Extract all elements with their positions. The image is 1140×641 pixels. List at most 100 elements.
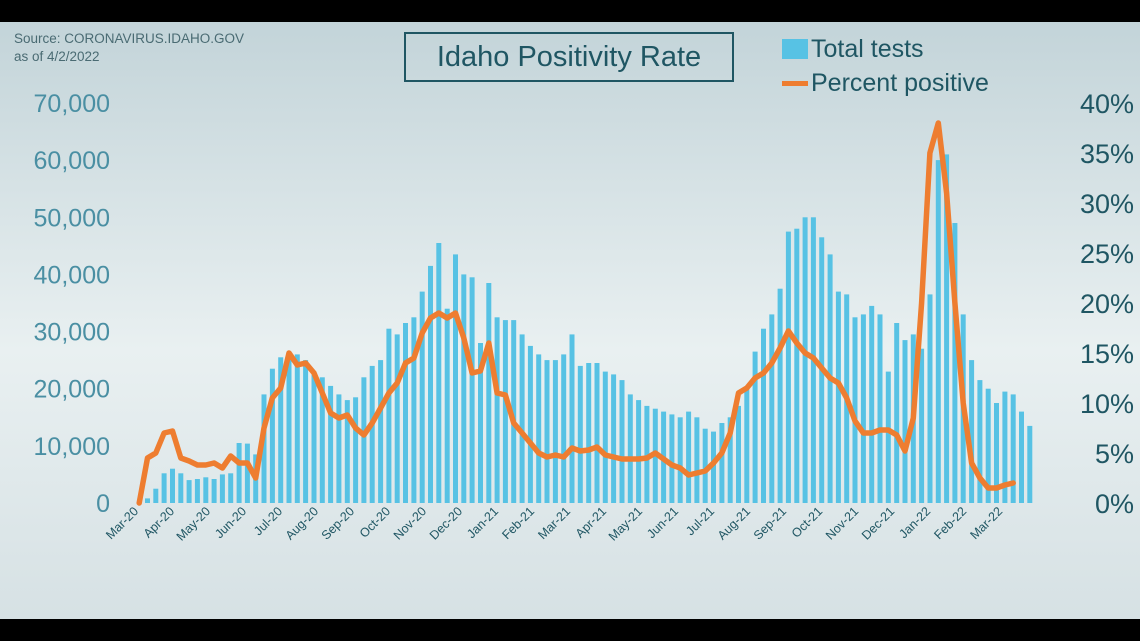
bar — [469, 277, 475, 503]
bar — [877, 314, 883, 503]
bar — [502, 320, 508, 503]
source-note: Source: CORONAVIRUS.IDAHO.GOV as of 4/2/… — [14, 30, 244, 66]
bar — [602, 371, 608, 503]
bar — [361, 377, 367, 503]
bar — [619, 380, 625, 503]
left-axis-tick: 40,000 — [34, 261, 110, 289]
bar — [952, 223, 958, 503]
bar — [802, 217, 808, 504]
bar — [669, 414, 675, 503]
x-axis-tick: Jul-21 — [683, 504, 717, 538]
bar — [627, 394, 633, 503]
bar — [386, 328, 392, 503]
bar — [577, 365, 583, 503]
bar — [894, 323, 900, 503]
bar — [1027, 425, 1033, 503]
bar — [1002, 391, 1008, 503]
bar — [261, 394, 267, 503]
x-axis-tick: Dec-21 — [859, 504, 897, 542]
bar — [835, 291, 841, 503]
bar — [536, 354, 542, 503]
bar — [519, 334, 525, 503]
left-axis-tick: 30,000 — [34, 319, 110, 347]
bar — [211, 479, 217, 503]
bar — [785, 231, 791, 503]
x-axis-tick: Nov-20 — [391, 504, 429, 542]
bar — [944, 154, 950, 503]
x-axis-tick: Mar-21 — [535, 504, 573, 542]
bar — [278, 357, 284, 503]
bar — [977, 380, 983, 503]
x-axis-tick: Apr-20 — [141, 504, 177, 540]
x-axis-tick: Jun-20 — [212, 504, 249, 541]
chart-canvas: Source: CORONAVIRUS.IDAHO.GOV as of 4/2/… — [0, 22, 1140, 619]
right-axis-tick: 0% — [1095, 489, 1134, 519]
percent-positive-line — [136, 120, 1016, 506]
bar — [1019, 411, 1024, 503]
bar — [694, 417, 700, 503]
legend-label-percent-positive: Percent positive — [811, 68, 989, 97]
left-axis-tick: 60,000 — [34, 147, 110, 175]
bar — [769, 314, 775, 503]
bar — [269, 368, 275, 503]
bar — [561, 354, 567, 503]
x-axis-tick: Nov-21 — [823, 504, 861, 542]
bar — [486, 283, 492, 503]
right-axis-tick: 5% — [1095, 439, 1134, 469]
x-axis-tick: Feb-22 — [931, 504, 969, 542]
bar — [636, 400, 642, 503]
x-axis-tick: Jun-21 — [644, 504, 681, 541]
chart-svg: 0 10,000 20,000 30,000 40,000 50,000 60,000 70,… — [34, 89, 1134, 544]
bar — [219, 474, 225, 503]
bar — [552, 360, 558, 503]
bar — [985, 388, 991, 503]
legend: Total tests Percent positive — [782, 32, 989, 100]
bar — [677, 417, 683, 503]
bar — [161, 473, 167, 503]
right-axis-tick: 35% — [1080, 139, 1134, 169]
bar — [419, 291, 425, 503]
bar — [461, 274, 467, 503]
legend-label-total-tests: Total tests — [811, 34, 924, 63]
x-axis-tick: Oct-20 — [357, 504, 393, 540]
bar — [761, 328, 766, 503]
bar — [478, 343, 483, 503]
bar — [194, 479, 200, 503]
x-axis-tick: Aug-21 — [715, 504, 753, 542]
bar — [544, 360, 550, 503]
left-axis-tick: 10,000 — [34, 433, 110, 461]
x-axis-tick: Dec-20 — [427, 504, 465, 542]
bar — [236, 443, 242, 503]
bar — [178, 473, 184, 503]
bar — [228, 473, 234, 503]
bar — [935, 160, 941, 503]
left-axis-tick: 20,000 — [34, 376, 110, 404]
bar — [336, 394, 342, 503]
x-axis-tick: Apr-21 — [573, 504, 609, 540]
bar — [736, 405, 741, 503]
legend-item-percent-positive: Percent positive — [782, 66, 989, 100]
bar — [369, 365, 375, 503]
bar — [170, 468, 175, 503]
as-of-date: as of 4/2/2022 — [14, 49, 100, 64]
bar — [1010, 394, 1016, 503]
bar — [869, 305, 875, 503]
x-axis-tick: Jul-20 — [251, 504, 285, 538]
bar — [902, 340, 908, 503]
bar — [303, 360, 309, 503]
right-axis-tick: 15% — [1080, 339, 1134, 369]
bar — [153, 488, 159, 503]
bar — [344, 400, 350, 503]
right-axis-tick: 25% — [1080, 239, 1134, 269]
x-axis-tick: Oct-21 — [789, 504, 825, 540]
x-axis-tick: Jan-22 — [896, 504, 933, 541]
x-axis-tick: May-21 — [606, 504, 645, 543]
right-axis-tick: 30% — [1080, 189, 1134, 219]
right-axis-tick: 10% — [1080, 389, 1134, 419]
bar — [719, 423, 725, 503]
bar — [527, 345, 533, 503]
x-axis-tick: Jan-21 — [464, 504, 501, 541]
source-line: Source: CORONAVIRUS.IDAHO.GOV — [14, 31, 245, 46]
bar — [644, 405, 650, 503]
bar — [511, 320, 517, 503]
